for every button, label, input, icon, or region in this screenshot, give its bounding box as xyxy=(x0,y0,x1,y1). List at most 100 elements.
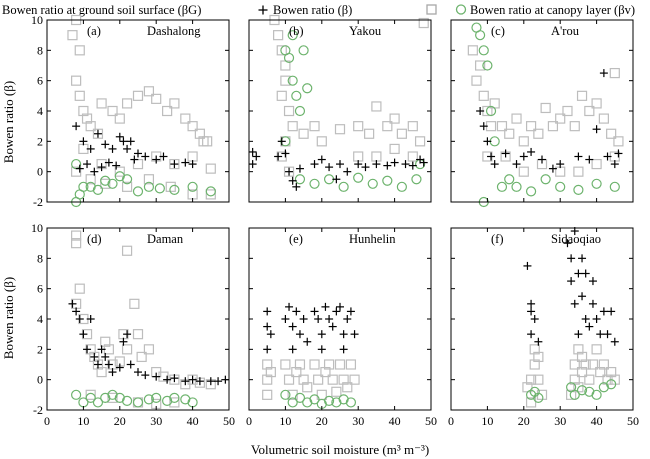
bowen-point xyxy=(581,315,590,323)
bowen-point xyxy=(266,330,275,339)
canopy-point xyxy=(396,181,407,192)
bowen-point xyxy=(206,377,215,386)
bowen-point xyxy=(390,158,399,167)
x-tick-label: 30 xyxy=(554,414,566,428)
ground-point xyxy=(511,113,522,124)
x-tick-label: 30 xyxy=(150,414,162,428)
canopy-point xyxy=(85,392,96,403)
canopy-point xyxy=(485,105,497,117)
bowen-point xyxy=(570,299,579,308)
bowen-point xyxy=(281,149,290,158)
ground-point xyxy=(180,113,191,124)
ground-point xyxy=(525,397,537,408)
bowen-point xyxy=(596,330,605,339)
x-tick-label: 10 xyxy=(77,414,89,428)
canopy-point xyxy=(143,181,155,192)
legend-ground-marker xyxy=(426,4,437,15)
y-tick-label: 8 xyxy=(37,251,43,265)
ground-point xyxy=(371,151,382,162)
canopy-point xyxy=(114,171,125,182)
bowen-point xyxy=(170,160,179,169)
bowen-point xyxy=(574,152,583,161)
ground-point xyxy=(584,374,595,385)
bowen-point xyxy=(101,352,110,361)
bowen-point xyxy=(578,254,587,263)
canopy-point xyxy=(107,178,118,189)
bowen-point xyxy=(288,345,297,354)
x-tick-label: 10 xyxy=(481,414,493,428)
bowen-point xyxy=(295,330,304,339)
ground-point xyxy=(547,121,559,132)
bowen-point xyxy=(578,292,587,301)
ground-point xyxy=(194,128,205,139)
y-tick-label: 2 xyxy=(37,134,43,148)
bowen-point xyxy=(339,345,348,354)
bowen-point xyxy=(159,152,168,161)
ground-point xyxy=(302,382,313,393)
ground-point xyxy=(609,67,620,79)
ground-point xyxy=(606,128,617,139)
bowen-point xyxy=(72,307,81,316)
bowen-point xyxy=(585,322,594,331)
ground-point xyxy=(100,336,111,347)
series-ground-points xyxy=(262,359,360,400)
canopy-point xyxy=(478,45,489,56)
canopy-point xyxy=(169,392,180,403)
ground-point xyxy=(280,359,291,370)
series-canopy-points xyxy=(71,158,216,208)
canopy-point xyxy=(411,174,422,185)
panel-label: (e) xyxy=(289,232,303,246)
ground-point xyxy=(276,45,287,56)
ground-point xyxy=(540,102,551,114)
bowen-point xyxy=(527,147,536,156)
ground-point xyxy=(143,86,155,97)
canopy-point xyxy=(298,45,309,56)
ground-point xyxy=(85,389,96,400)
ground-point xyxy=(529,359,540,370)
ground-point xyxy=(262,389,273,400)
canopy-point xyxy=(540,174,551,185)
ground-point xyxy=(573,344,584,355)
bowen-point xyxy=(556,160,565,169)
canopy-point xyxy=(511,181,522,192)
bowen-point xyxy=(119,337,128,346)
canopy-point xyxy=(287,397,298,408)
x-tick-label: 40 xyxy=(389,414,401,428)
bowen-point xyxy=(101,140,110,149)
bowen-point xyxy=(336,302,344,311)
x-tick-label: 20 xyxy=(316,414,328,428)
canopy-point xyxy=(475,30,486,41)
bowen-point xyxy=(141,371,150,380)
bowen-point xyxy=(310,307,319,316)
bowen-point xyxy=(119,137,128,146)
bowen-point xyxy=(581,269,590,278)
canopy-point xyxy=(283,52,295,64)
bowen-point xyxy=(252,152,261,161)
canopy-point xyxy=(591,178,602,189)
ground-point xyxy=(536,389,548,400)
series-bowen-points xyxy=(72,122,197,176)
ground-point xyxy=(114,113,125,124)
ground-point xyxy=(407,151,418,162)
canopy-point xyxy=(154,183,165,194)
bowen-point xyxy=(574,330,583,339)
ground-point xyxy=(162,105,173,117)
ground-point xyxy=(169,397,180,408)
ground-point xyxy=(584,105,595,117)
series-canopy-points xyxy=(471,22,620,208)
ground-point xyxy=(283,374,295,385)
legend-bowen-marker xyxy=(258,5,268,15)
y-tick-label: 6 xyxy=(37,74,43,88)
ground-point xyxy=(598,113,609,124)
x-tick-label: 0 xyxy=(246,414,252,428)
x-tick-label: 0 xyxy=(448,414,454,428)
bowen-point xyxy=(603,330,612,339)
panel-title: Daman xyxy=(147,232,184,246)
bowen-point xyxy=(523,261,532,270)
ground-point xyxy=(136,351,147,363)
bowen-point xyxy=(75,164,84,173)
ground-point xyxy=(613,136,624,147)
y-tick-label: 10 xyxy=(31,13,43,27)
bowen-point xyxy=(419,158,428,167)
